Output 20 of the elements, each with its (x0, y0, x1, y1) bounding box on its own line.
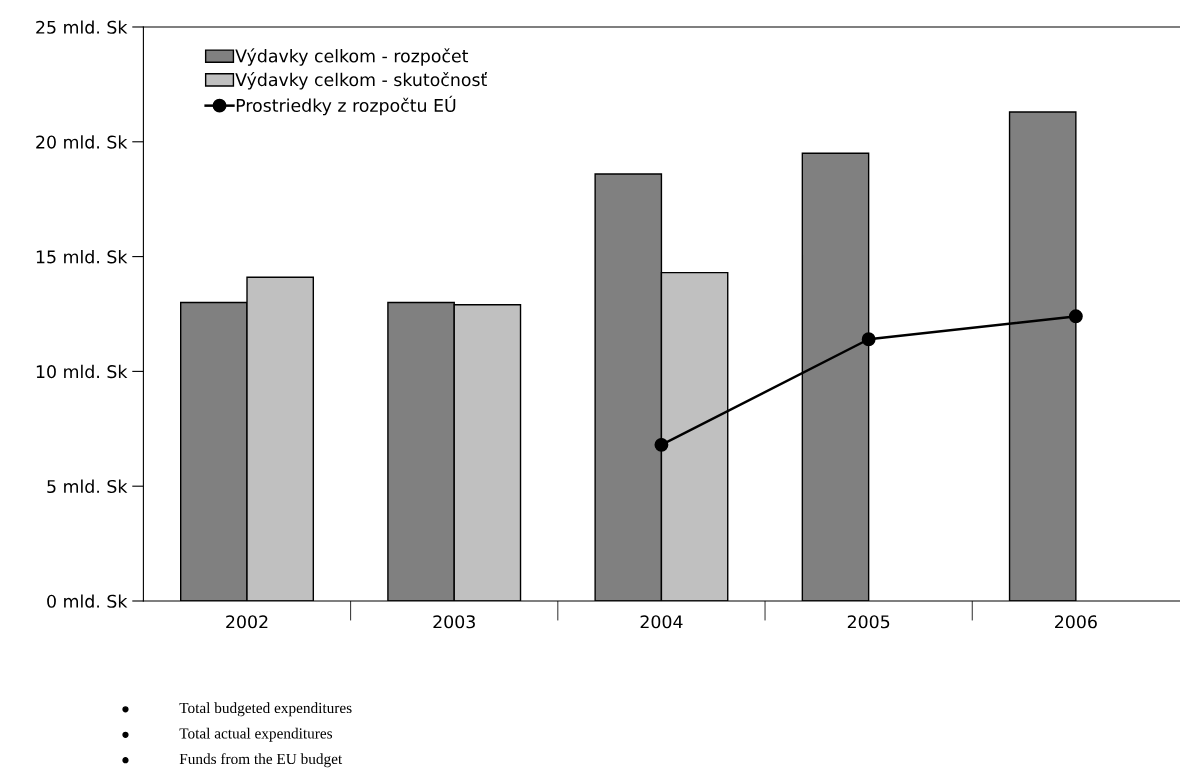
text: Total budgeted expenditures (179, 702, 352, 717)
point (861, 332, 876, 347)
y-tick-label: 15 mld. Sk (36, 249, 128, 264)
legend-label: Výdavky celkom - rozpočet (235, 48, 469, 66)
x-tick-label: 2002 (226, 615, 268, 629)
x-tick-label: 2004 (640, 615, 683, 629)
y-tick-label: 5 mld. Sk (47, 479, 128, 494)
x-tick-label: 2005 (847, 615, 890, 629)
point (654, 437, 669, 452)
text: Funds from the EU budget (179, 753, 343, 768)
y-tick-label: 0 mld. Sk (47, 594, 128, 608)
x-tick-label: 2006 (1055, 615, 1097, 629)
y-tick-label: 25 mld. Sk (36, 20, 128, 34)
y-tick-label: 10 mld. Sk (36, 364, 128, 379)
y-tick-label: 20 mld. Sk (36, 135, 128, 149)
point (1068, 309, 1083, 324)
text: Total actual expenditures (179, 727, 333, 742)
legend-label: Prostriedky z rozpočtu EÚ (236, 95, 456, 116)
x-tick-label: 2003 (433, 615, 475, 629)
legend-label: Výdavky celkom - skutočnosť (235, 71, 487, 90)
